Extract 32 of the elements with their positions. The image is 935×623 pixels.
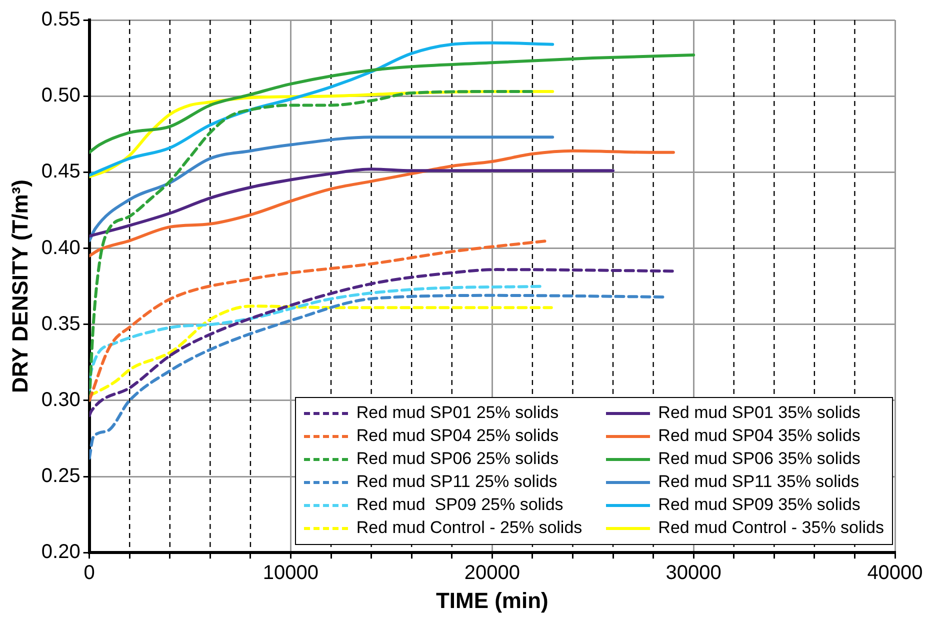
- legend-label: Red mud SP11 35% solids: [658, 472, 860, 492]
- x-tick-label: 10000: [262, 562, 319, 584]
- y-tick-label: 0.20: [41, 541, 80, 564]
- legend-label: Red mud Control - 35% solids: [658, 518, 884, 538]
- x-tick-label: 40000: [867, 562, 923, 584]
- line-series: [89, 149, 675, 258]
- y-tick-label: 0.25: [41, 465, 80, 488]
- legend-label: Red mud SP01 35% solids: [658, 403, 860, 424]
- y-tick-label: 0.35: [41, 312, 80, 335]
- line-series: [89, 136, 554, 242]
- line-series: [89, 168, 615, 238]
- legend-label: Red mud SP09 25% solids: [356, 495, 564, 516]
- line-series: [89, 54, 696, 154]
- legend-label: Red mud SP09 35% solids: [658, 495, 860, 516]
- legend-label: Red mud SP06 35% solids: [658, 449, 860, 470]
- legend-label: Red mud SP11 25% solids: [356, 472, 558, 492]
- line-series: [89, 41, 554, 177]
- legend-label: Red mud SP01 25% solids: [356, 403, 559, 424]
- y-axis-title: DRY DENSITY (T/m³): [7, 180, 32, 394]
- x-tick-label: 20000: [464, 562, 520, 584]
- legend-label: Red mud SP04 35% solids: [658, 426, 860, 446]
- legend-label: Red mud SP06 25% solids: [356, 449, 559, 470]
- y-tick-label: 0.55: [41, 8, 80, 31]
- x-tick-label: 30000: [666, 562, 722, 584]
- legend-label: Red mud SP04 25% solids: [356, 426, 559, 446]
- legend-label: Red mud Control - 25% solids: [356, 518, 582, 538]
- x-axis-title: TIME (min): [436, 588, 548, 613]
- x-tick-label: 0: [84, 562, 95, 584]
- y-tick-label: 0.45: [41, 160, 80, 183]
- y-tick-label: 0.50: [41, 84, 80, 107]
- y-tick-label: 0.30: [41, 388, 80, 411]
- y-tick-label: 0.40: [41, 236, 80, 259]
